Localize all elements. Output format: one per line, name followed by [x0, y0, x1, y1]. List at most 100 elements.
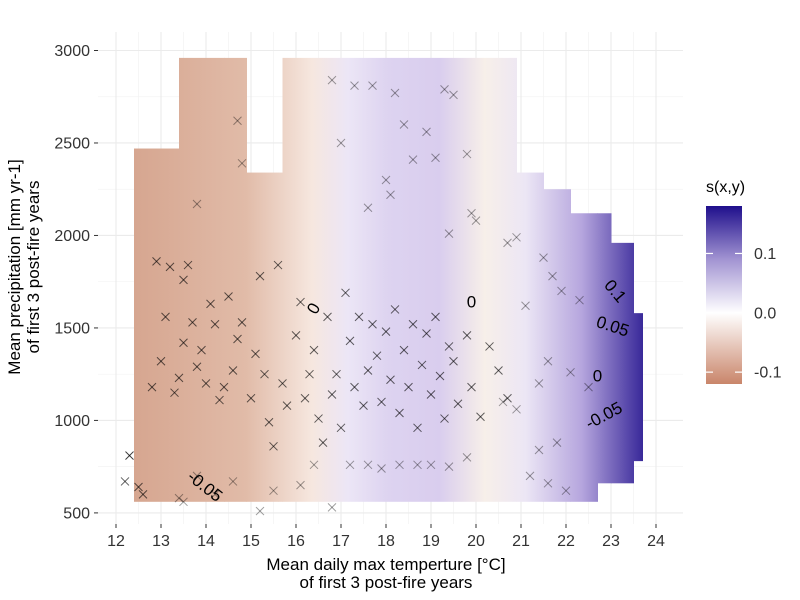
- scatter-point: [192, 471, 202, 481]
- scatter-point: [300, 393, 310, 403]
- scatter-point: [395, 408, 404, 418]
- contour-cell: [516, 172, 544, 502]
- scatter-point: [233, 334, 242, 344]
- scatter-point: [426, 460, 436, 470]
- x-tick-label: 24: [647, 533, 665, 550]
- scatter-point: [476, 412, 485, 422]
- scatter-point: [138, 490, 148, 499]
- scatter-point: [282, 401, 292, 410]
- y-tick-label: 1500: [54, 320, 90, 337]
- scatter-point: [363, 203, 373, 213]
- x-axis-title-line2: of first 3 post-fire years: [300, 573, 473, 592]
- scatter-point: [309, 460, 319, 470]
- scatter-point: [467, 382, 476, 392]
- legend-tick-label: -0.1: [754, 365, 782, 382]
- scatter-point: [188, 318, 197, 327]
- scatter-point: [525, 471, 535, 481]
- scatter-point: [228, 477, 238, 486]
- scatter-point: [440, 84, 449, 94]
- x-tick-label: 15: [242, 533, 260, 550]
- scatter-point: [278, 379, 287, 388]
- y-tick-label: 2000: [54, 228, 90, 245]
- scatter-point: [471, 216, 481, 226]
- scatter-point: [413, 460, 422, 470]
- scatter-point: [440, 414, 449, 423]
- x-tick-label: 23: [602, 533, 620, 550]
- contour-cell: [611, 242, 634, 484]
- scatter-point: [561, 486, 571, 496]
- scatter-point: [210, 490, 220, 499]
- contour-cell: [246, 172, 279, 502]
- scatter-point: [125, 451, 134, 460]
- scatter-point: [543, 478, 553, 488]
- scatter-point: [296, 297, 305, 307]
- x-tick-label: 18: [377, 533, 395, 550]
- contour-cell: [179, 57, 225, 502]
- scatter-point: [309, 345, 319, 355]
- scatter-point: [179, 497, 188, 507]
- scatter-point: [575, 295, 584, 305]
- scatter-point: [408, 155, 418, 164]
- scatter-point: [462, 330, 472, 340]
- scatter-point: [368, 81, 377, 90]
- x-axis-title-line1: Mean daily max temperture [°C]: [266, 555, 505, 574]
- contour-label: 0: [467, 293, 476, 312]
- x-tick-label: 12: [107, 533, 125, 550]
- y-axis: 500 1000 1500 2000 2500 3000: [54, 43, 98, 522]
- x-tick-label: 20: [467, 533, 485, 550]
- scatter-point: [197, 345, 206, 355]
- scatter-point: [390, 88, 400, 98]
- legend-colorbar: [706, 206, 742, 384]
- scatter-point: [462, 453, 472, 462]
- scatter-point: [318, 438, 328, 447]
- scatter-point: [350, 382, 359, 392]
- scatter-point: [368, 319, 377, 329]
- scatter-point: [332, 369, 341, 379]
- x-tick-label: 21: [512, 533, 530, 550]
- scatter-point: [422, 329, 431, 338]
- x-axis: 12 13 14 15 16 17 18 19 20 21 22 23 24: [107, 524, 665, 550]
- legend-tick-label: 0.1: [754, 246, 776, 263]
- scatter-point: [264, 417, 274, 427]
- scatter-point: [323, 312, 332, 322]
- scatter-point: [363, 460, 373, 470]
- scatter-point: [201, 379, 211, 388]
- scatter-point: [390, 305, 400, 314]
- scatter-point: [345, 336, 355, 346]
- scatter-point: [345, 460, 355, 470]
- y-axis-title-line1: Mean precipitation [mm yr-1]: [5, 159, 24, 374]
- scatter-point: [255, 271, 265, 281]
- scatter-point: [399, 120, 409, 129]
- scatter-point: [444, 462, 454, 472]
- scatter-point: [327, 502, 337, 512]
- scatter-point: [521, 301, 530, 311]
- contour-cell: [278, 172, 283, 502]
- scatter-point: [417, 360, 427, 370]
- scatter-point: [134, 482, 143, 492]
- scatter-point: [152, 256, 161, 266]
- contour-cell: [570, 213, 598, 502]
- scatter-point: [215, 395, 224, 405]
- legend-ticks: 0.1 0.0 -0.1: [706, 246, 782, 382]
- scatter-point: [431, 153, 440, 163]
- scatter-point: [404, 382, 413, 392]
- scatter-point: [359, 401, 368, 410]
- legend: s(x,y) 0.1 0.0 -0.1: [706, 179, 782, 384]
- scatter-point: [165, 262, 175, 272]
- scatter-point: [372, 351, 382, 361]
- x-tick-label: 13: [152, 533, 170, 550]
- scatter-point: [431, 312, 440, 322]
- scatter-point: [512, 232, 521, 242]
- scatter-point: [246, 393, 256, 403]
- contour-cell: [597, 213, 612, 484]
- scatter-point: [485, 342, 494, 351]
- x-tick-label: 16: [287, 533, 305, 550]
- scatter-point: [552, 438, 562, 447]
- scatter-point: [377, 464, 386, 473]
- scatter-point: [174, 373, 184, 383]
- scatter-point: [548, 271, 557, 281]
- scatter-point: [120, 477, 130, 486]
- scatter-point: [314, 414, 323, 423]
- scatter-point: [350, 81, 359, 90]
